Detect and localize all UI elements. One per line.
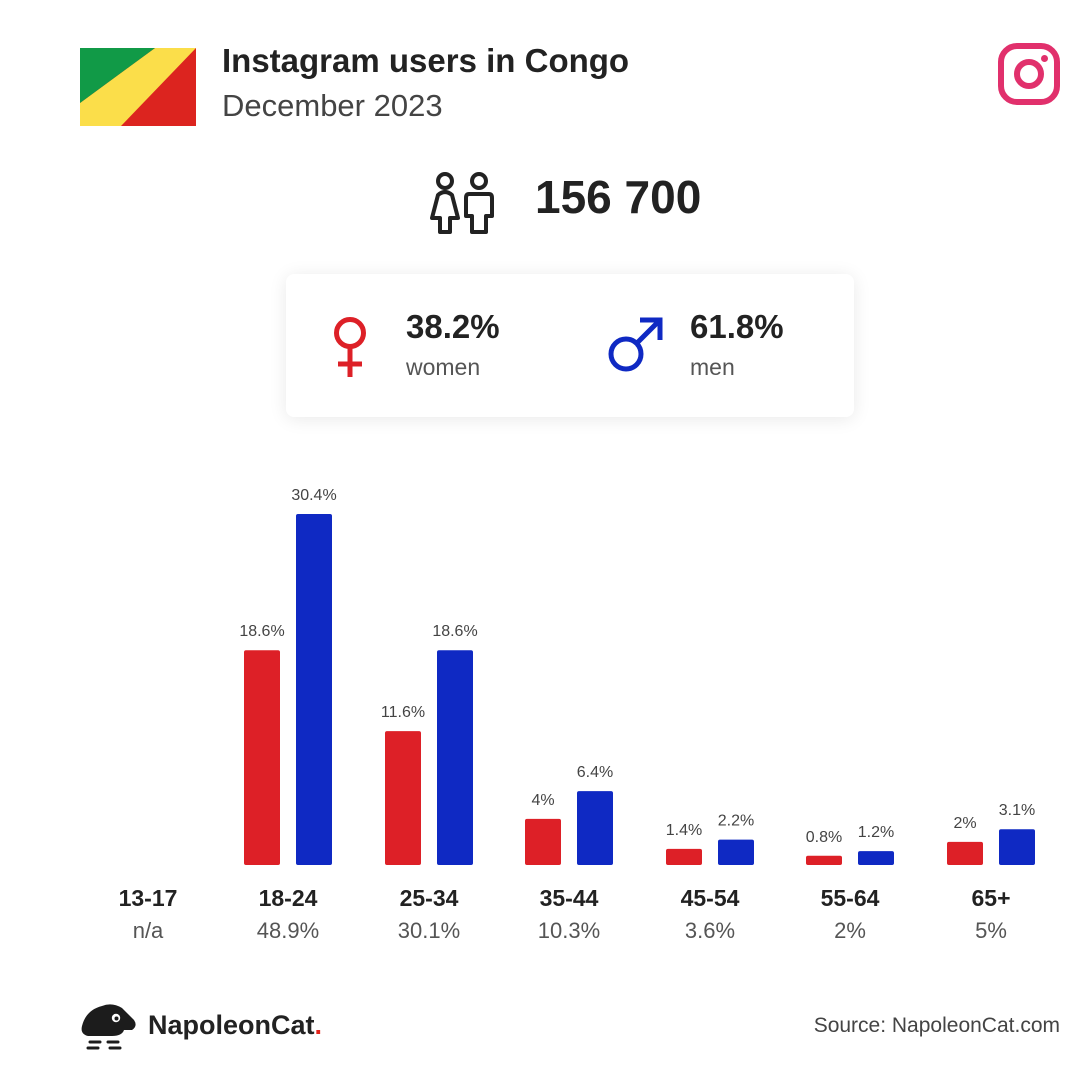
- age-group-label: 18-24: [258, 885, 318, 911]
- age-group-label: 13-17: [118, 885, 178, 911]
- men-label: men: [690, 354, 735, 380]
- congo-flag: [80, 48, 196, 126]
- bar-men-18-24: [296, 514, 332, 865]
- age-group-total: 10.3%: [537, 918, 601, 943]
- bar-men-65+: [999, 829, 1035, 865]
- venus-icon: [334, 317, 366, 377]
- age-group-total: 30.1%: [397, 918, 461, 943]
- bar-women-55-64: [806, 855, 842, 865]
- age-group-total: 48.9%: [256, 918, 320, 943]
- age-group-total: 3.6%: [684, 918, 736, 943]
- instagram-icon: [998, 43, 1060, 105]
- women-percent: 38.2%: [406, 308, 500, 345]
- women-label: women: [406, 354, 481, 380]
- page-subtitle: December 2023: [222, 88, 443, 123]
- users-icon: [430, 172, 494, 234]
- brand-text: NapoleonCat: [148, 1010, 315, 1040]
- bar-women-18-24: [244, 650, 280, 865]
- page-title: Instagram users in Congo: [222, 42, 630, 79]
- age-group-total: 5%: [975, 918, 1007, 943]
- age-group-total: n/a: [132, 918, 164, 943]
- bar-women-35-44: [525, 818, 561, 865]
- bar-chart-canvas: 18.6% 30.4% 11.6% 18.6% 4% 6.4% 1.4% 2.2% 0.8% 1.…: [239, 487, 1035, 865]
- brand-name: NapoleonCat.: [148, 1010, 322, 1041]
- bar-value-label: 2%: [953, 815, 976, 832]
- age-group-label: 55-64: [820, 885, 880, 911]
- age-group-total: 2%: [834, 918, 866, 943]
- age-gender-bar-chart: 18.6% 30.4% 11.6% 18.6% 4% 6.4% 1.4% 2.2% 0.8% 1.…: [0, 470, 1080, 950]
- bar-value-label: 11.6%: [381, 704, 425, 721]
- bar-men-45-54: [718, 839, 754, 865]
- bar-women-65+: [947, 841, 983, 865]
- bar-value-label: 3.1%: [999, 802, 1035, 819]
- age-group-label: 35-44: [539, 885, 599, 911]
- age-group-label: 65+: [971, 885, 1011, 911]
- bar-value-label: 18.6%: [239, 623, 284, 640]
- bar-women-25-34: [385, 731, 421, 865]
- men-percent: 61.8%: [690, 308, 784, 345]
- mars-icon: [608, 317, 663, 372]
- bar-men-35-44: [577, 791, 613, 865]
- gender-split-card: 38.2% women 61.8% men: [286, 274, 854, 417]
- bar-women-45-54: [666, 848, 702, 865]
- total-users-value: 156 700: [535, 171, 702, 223]
- bar-men-55-64: [858, 851, 894, 865]
- napoleoncat-logo-icon: [81, 1004, 136, 1050]
- bar-value-label: 18.6%: [432, 623, 477, 640]
- source-credit: Source: NapoleonCat.com: [813, 1014, 1060, 1037]
- bar-value-label: 4%: [531, 792, 554, 809]
- bar-value-label: 0.8%: [806, 829, 842, 846]
- age-group-label: 25-34: [399, 885, 459, 911]
- age-group-label: 45-54: [680, 885, 740, 911]
- bar-value-label: 30.4%: [291, 487, 336, 504]
- bar-men-25-34: [437, 650, 473, 865]
- brand-dot: .: [314, 1010, 323, 1040]
- bar-value-label: 1.2%: [858, 824, 894, 841]
- bar-value-label: 2.2%: [718, 813, 754, 830]
- bar-value-label: 1.4%: [666, 822, 702, 839]
- bar-value-label: 6.4%: [577, 764, 613, 781]
